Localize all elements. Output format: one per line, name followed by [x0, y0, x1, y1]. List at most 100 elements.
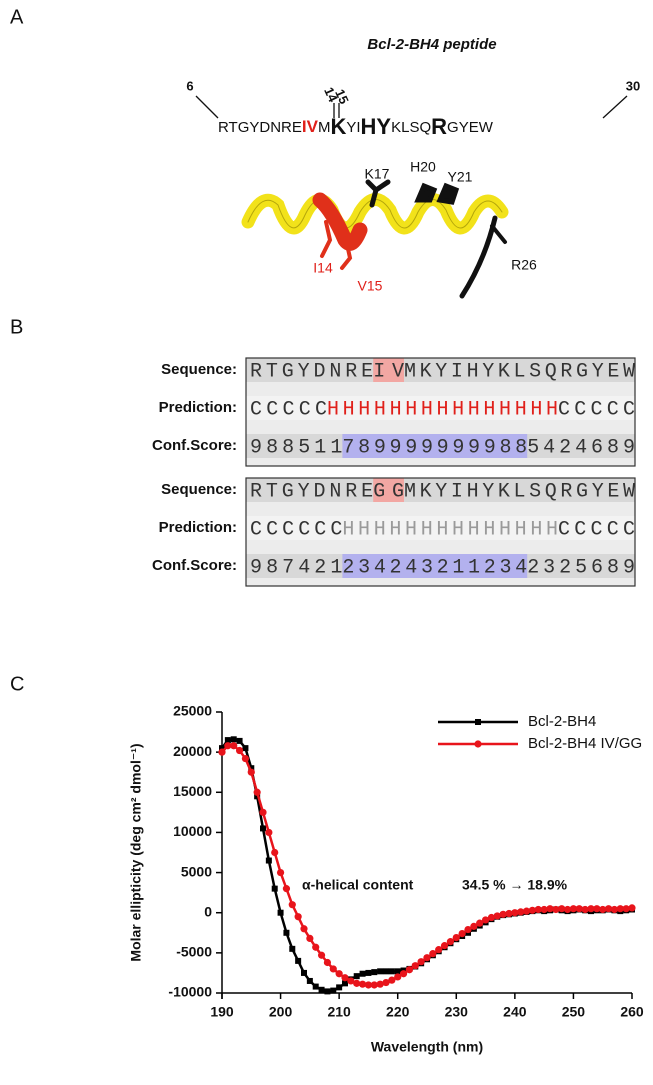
data-point [259, 808, 267, 816]
x-axis-label: Wavelength (nm) [371, 1039, 483, 1055]
x-tick-label: 210 [327, 1004, 351, 1020]
data-point [452, 934, 460, 942]
data-point [312, 943, 320, 951]
data-point [388, 968, 395, 975]
sequence-segment: MKYIHYKLSQRGYEW [404, 480, 635, 503]
data-point [230, 742, 238, 750]
marked-number: 14 [321, 85, 341, 105]
series-line [220, 738, 633, 993]
data-point [464, 925, 472, 934]
data-point [575, 905, 583, 913]
data-point [429, 950, 437, 958]
sequence-segment: 5424689 [527, 436, 635, 459]
data-point [358, 980, 367, 988]
data-point [335, 970, 343, 978]
data-point [365, 969, 372, 976]
data-point [353, 979, 361, 987]
annotation: α-helical content [302, 877, 414, 893]
data-point [235, 746, 244, 755]
data-point [569, 905, 578, 913]
sequence-segment: KLSQ [391, 119, 431, 136]
x-tick-label: 240 [503, 1004, 527, 1020]
y-tick-label: 5000 [181, 863, 212, 879]
data-point [552, 905, 560, 914]
data-point [505, 909, 513, 918]
series-line [221, 744, 633, 987]
data-point [563, 905, 572, 914]
data-point [581, 905, 589, 914]
data-point [247, 768, 255, 776]
row-label: Prediction: [159, 519, 237, 536]
residue-label: K17 [365, 166, 390, 182]
highlight [342, 434, 528, 458]
data-point [371, 969, 378, 976]
x-tick-label: 250 [562, 1004, 586, 1020]
y-tick-label: 15000 [173, 783, 212, 799]
highlight [342, 554, 528, 578]
data-point [294, 913, 302, 921]
x-tick-label: 220 [386, 1004, 410, 1020]
data-point [224, 737, 231, 744]
connector [195, 95, 219, 119]
data-point [587, 905, 595, 913]
residue-label: H20 [410, 159, 436, 175]
residue-label: Y21 [448, 169, 473, 185]
helix-illustration [241, 179, 509, 299]
data-point [493, 912, 501, 920]
sequence-segment: CCCCC [250, 398, 327, 421]
data-point [417, 958, 425, 966]
data-point [364, 981, 373, 989]
panel-label: C [10, 673, 24, 695]
data-point [341, 974, 349, 982]
panel-label: A [10, 6, 24, 28]
data-point [528, 906, 537, 914]
sequence-segment: K [330, 114, 346, 139]
data-point [604, 905, 613, 913]
data-point [317, 951, 326, 959]
x-tick-label: 230 [445, 1004, 469, 1020]
data-point [388, 976, 396, 984]
data-point [353, 973, 360, 980]
legend-label: Bcl-2-BH4 [528, 713, 596, 730]
highlight [373, 358, 404, 382]
row-stripe [246, 396, 635, 420]
data-point [271, 885, 278, 892]
residue-label: V15 [358, 278, 383, 294]
data-point [377, 968, 384, 975]
data-point [276, 868, 285, 877]
data-point [219, 745, 225, 752]
row-label: Conf.Score: [152, 437, 237, 454]
residue-label: I14 [313, 260, 333, 276]
data-point [435, 946, 443, 954]
data-point [499, 910, 507, 918]
data-point [224, 742, 232, 750]
sequence-segment: HHHHHHHHHHHHHHH [327, 398, 558, 421]
data-point [342, 980, 348, 987]
data-point [347, 977, 355, 985]
data-point [282, 885, 291, 893]
data-point [616, 905, 624, 913]
data-point [236, 737, 243, 744]
data-point [318, 986, 325, 993]
data-point [622, 905, 630, 913]
box-border [245, 477, 636, 587]
sequence-segment: CCCCC [558, 398, 635, 421]
data-point [324, 988, 331, 995]
y-tick-label: 10000 [173, 823, 212, 839]
x-tick-label: 200 [269, 1004, 293, 1020]
sequence-segment: M [318, 119, 331, 136]
data-point [265, 828, 273, 837]
data-point [370, 981, 378, 989]
row-label: Sequence: [161, 481, 237, 498]
data-point [558, 905, 566, 913]
box-border [245, 357, 636, 467]
sequence-segment: 2325689 [527, 556, 635, 579]
data-point [517, 908, 525, 916]
y-tick-label: -5000 [176, 944, 212, 960]
data-point [265, 857, 272, 864]
y-tick-label: 20000 [173, 743, 212, 759]
data-point [546, 905, 554, 913]
y-tick-label: 25000 [173, 703, 212, 719]
data-point [540, 905, 548, 914]
data-point [248, 765, 255, 772]
